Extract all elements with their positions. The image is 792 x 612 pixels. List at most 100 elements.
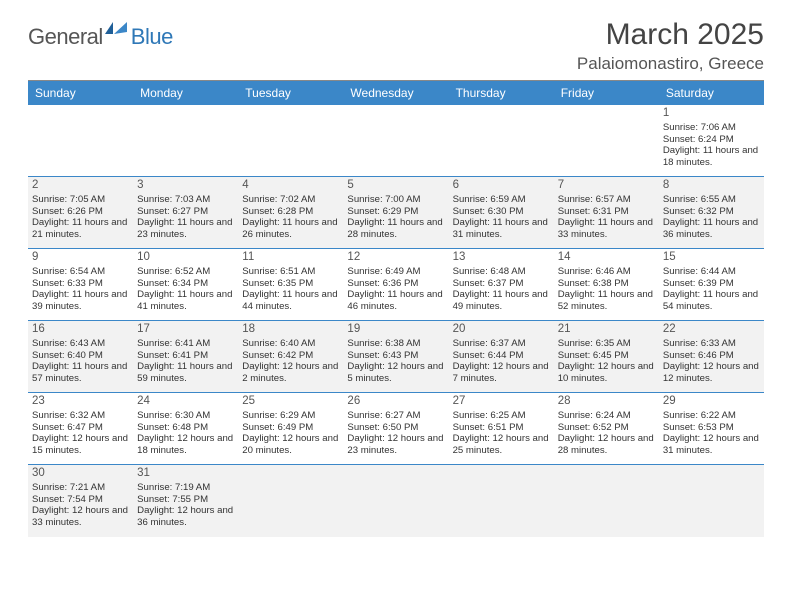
calendar-cell: 15Sunrise: 6:44 AMSunset: 6:39 PMDayligh… (659, 249, 764, 321)
calendar-cell: 5Sunrise: 7:00 AMSunset: 6:29 PMDaylight… (343, 177, 448, 249)
sunrise-text: Sunrise: 7:00 AM (347, 194, 444, 206)
calendar-cell: 2Sunrise: 7:05 AMSunset: 6:26 PMDaylight… (28, 177, 133, 249)
location: Palaiomonastiro, Greece (577, 54, 764, 74)
daylight-text: Daylight: 12 hours and 2 minutes. (242, 361, 339, 384)
calendar-cell: 22Sunrise: 6:33 AMSunset: 6:46 PMDayligh… (659, 321, 764, 393)
sunrise-text: Sunrise: 6:48 AM (453, 266, 550, 278)
sunset-text: Sunset: 6:33 PM (32, 278, 129, 290)
daylight-text: Daylight: 11 hours and 18 minutes. (663, 145, 760, 168)
daylight-text: Daylight: 11 hours and 49 minutes. (453, 289, 550, 312)
calendar-cell: 19Sunrise: 6:38 AMSunset: 6:43 PMDayligh… (343, 321, 448, 393)
daylight-text: Daylight: 12 hours and 28 minutes. (558, 433, 655, 456)
day-number: 2 (32, 179, 129, 193)
sunrise-text: Sunrise: 6:30 AM (137, 410, 234, 422)
sun-info: Sunrise: 6:49 AMSunset: 6:36 PMDaylight:… (347, 266, 444, 313)
sunset-text: Sunset: 6:45 PM (558, 350, 655, 362)
day-number: 26 (347, 395, 444, 409)
sunset-text: Sunset: 6:31 PM (558, 206, 655, 218)
sun-info: Sunrise: 6:51 AMSunset: 6:35 PMDaylight:… (242, 266, 339, 313)
sunset-text: Sunset: 6:39 PM (663, 278, 760, 290)
daylight-text: Daylight: 12 hours and 7 minutes. (453, 361, 550, 384)
sunrise-text: Sunrise: 6:49 AM (347, 266, 444, 278)
daylight-text: Daylight: 11 hours and 21 minutes. (32, 217, 129, 240)
calendar-cell-empty (343, 105, 448, 177)
calendar-cell: 30Sunrise: 7:21 AMSunset: 7:54 PMDayligh… (28, 465, 133, 537)
sunset-text: Sunset: 6:48 PM (137, 422, 234, 434)
sunrise-text: Sunrise: 6:33 AM (663, 338, 760, 350)
sunset-text: Sunset: 6:43 PM (347, 350, 444, 362)
sun-info: Sunrise: 6:44 AMSunset: 6:39 PMDaylight:… (663, 266, 760, 313)
daylight-text: Daylight: 12 hours and 15 minutes. (32, 433, 129, 456)
sunset-text: Sunset: 6:26 PM (32, 206, 129, 218)
sunrise-text: Sunrise: 6:59 AM (453, 194, 550, 206)
calendar-cell: 23Sunrise: 6:32 AMSunset: 6:47 PMDayligh… (28, 393, 133, 465)
day-number: 5 (347, 179, 444, 193)
sun-info: Sunrise: 6:37 AMSunset: 6:44 PMDaylight:… (453, 338, 550, 385)
day-number: 25 (242, 395, 339, 409)
sunrise-text: Sunrise: 7:05 AM (32, 194, 129, 206)
sunrise-text: Sunrise: 6:57 AM (558, 194, 655, 206)
day-number: 20 (453, 323, 550, 337)
day-number: 7 (558, 179, 655, 193)
sunset-text: Sunset: 6:36 PM (347, 278, 444, 290)
sunrise-text: Sunrise: 6:40 AM (242, 338, 339, 350)
calendar-cell: 11Sunrise: 6:51 AMSunset: 6:35 PMDayligh… (238, 249, 343, 321)
sun-info: Sunrise: 7:06 AMSunset: 6:24 PMDaylight:… (663, 122, 760, 169)
day-number: 12 (347, 251, 444, 265)
calendar-cell: 25Sunrise: 6:29 AMSunset: 6:49 PMDayligh… (238, 393, 343, 465)
daylight-text: Daylight: 11 hours and 26 minutes. (242, 217, 339, 240)
flag-icon (105, 22, 131, 45)
sunrise-text: Sunrise: 6:29 AM (242, 410, 339, 422)
calendar-cell: 29Sunrise: 6:22 AMSunset: 6:53 PMDayligh… (659, 393, 764, 465)
calendar-cell: 16Sunrise: 6:43 AMSunset: 6:40 PMDayligh… (28, 321, 133, 393)
sunset-text: Sunset: 6:50 PM (347, 422, 444, 434)
calendar-cell-empty (133, 105, 238, 177)
day-number: 11 (242, 251, 339, 265)
calendar-cell: 28Sunrise: 6:24 AMSunset: 6:52 PMDayligh… (554, 393, 659, 465)
calendar-cell: 12Sunrise: 6:49 AMSunset: 6:36 PMDayligh… (343, 249, 448, 321)
day-number: 6 (453, 179, 550, 193)
day-number: 10 (137, 251, 234, 265)
sun-info: Sunrise: 6:27 AMSunset: 6:50 PMDaylight:… (347, 410, 444, 457)
calendar-cell: 9Sunrise: 6:54 AMSunset: 6:33 PMDaylight… (28, 249, 133, 321)
sunset-text: Sunset: 6:40 PM (32, 350, 129, 362)
daylight-text: Daylight: 11 hours and 54 minutes. (663, 289, 760, 312)
month-title: March 2025 (577, 18, 764, 52)
sun-info: Sunrise: 6:32 AMSunset: 6:47 PMDaylight:… (32, 410, 129, 457)
calendar-cell-empty (449, 465, 554, 537)
weekday-header: Monday (133, 81, 238, 105)
daylight-text: Daylight: 12 hours and 33 minutes. (32, 505, 129, 528)
sun-info: Sunrise: 7:00 AMSunset: 6:29 PMDaylight:… (347, 194, 444, 241)
daylight-text: Daylight: 11 hours and 46 minutes. (347, 289, 444, 312)
calendar-cell: 10Sunrise: 6:52 AMSunset: 6:34 PMDayligh… (133, 249, 238, 321)
day-number: 21 (558, 323, 655, 337)
daylight-text: Daylight: 11 hours and 36 minutes. (663, 217, 760, 240)
daylight-text: Daylight: 12 hours and 5 minutes. (347, 361, 444, 384)
day-number: 30 (32, 467, 129, 481)
sunrise-text: Sunrise: 7:21 AM (32, 482, 129, 494)
daylight-text: Daylight: 11 hours and 31 minutes. (453, 217, 550, 240)
weekday-header: Wednesday (343, 81, 448, 105)
day-number: 22 (663, 323, 760, 337)
sunset-text: Sunset: 6:27 PM (137, 206, 234, 218)
calendar-cell: 13Sunrise: 6:48 AMSunset: 6:37 PMDayligh… (449, 249, 554, 321)
sunset-text: Sunset: 6:24 PM (663, 134, 760, 146)
sun-info: Sunrise: 6:25 AMSunset: 6:51 PMDaylight:… (453, 410, 550, 457)
sunrise-text: Sunrise: 6:46 AM (558, 266, 655, 278)
logo-text-general: General (28, 24, 103, 50)
sunrise-text: Sunrise: 6:38 AM (347, 338, 444, 350)
sunset-text: Sunset: 6:29 PM (347, 206, 444, 218)
daylight-text: Daylight: 11 hours and 39 minutes. (32, 289, 129, 312)
weekday-header: Tuesday (238, 81, 343, 105)
daylight-text: Daylight: 12 hours and 36 minutes. (137, 505, 234, 528)
daylight-text: Daylight: 11 hours and 41 minutes. (137, 289, 234, 312)
sun-info: Sunrise: 6:48 AMSunset: 6:37 PMDaylight:… (453, 266, 550, 313)
sunrise-text: Sunrise: 7:06 AM (663, 122, 760, 134)
weekday-header: Sunday (28, 81, 133, 105)
weekday-header: Saturday (659, 81, 764, 105)
sun-info: Sunrise: 7:19 AMSunset: 7:55 PMDaylight:… (137, 482, 234, 529)
calendar-cell: 1Sunrise: 7:06 AMSunset: 6:24 PMDaylight… (659, 105, 764, 177)
calendar-cell-empty (554, 465, 659, 537)
calendar-cell: 14Sunrise: 6:46 AMSunset: 6:38 PMDayligh… (554, 249, 659, 321)
sun-info: Sunrise: 6:30 AMSunset: 6:48 PMDaylight:… (137, 410, 234, 457)
